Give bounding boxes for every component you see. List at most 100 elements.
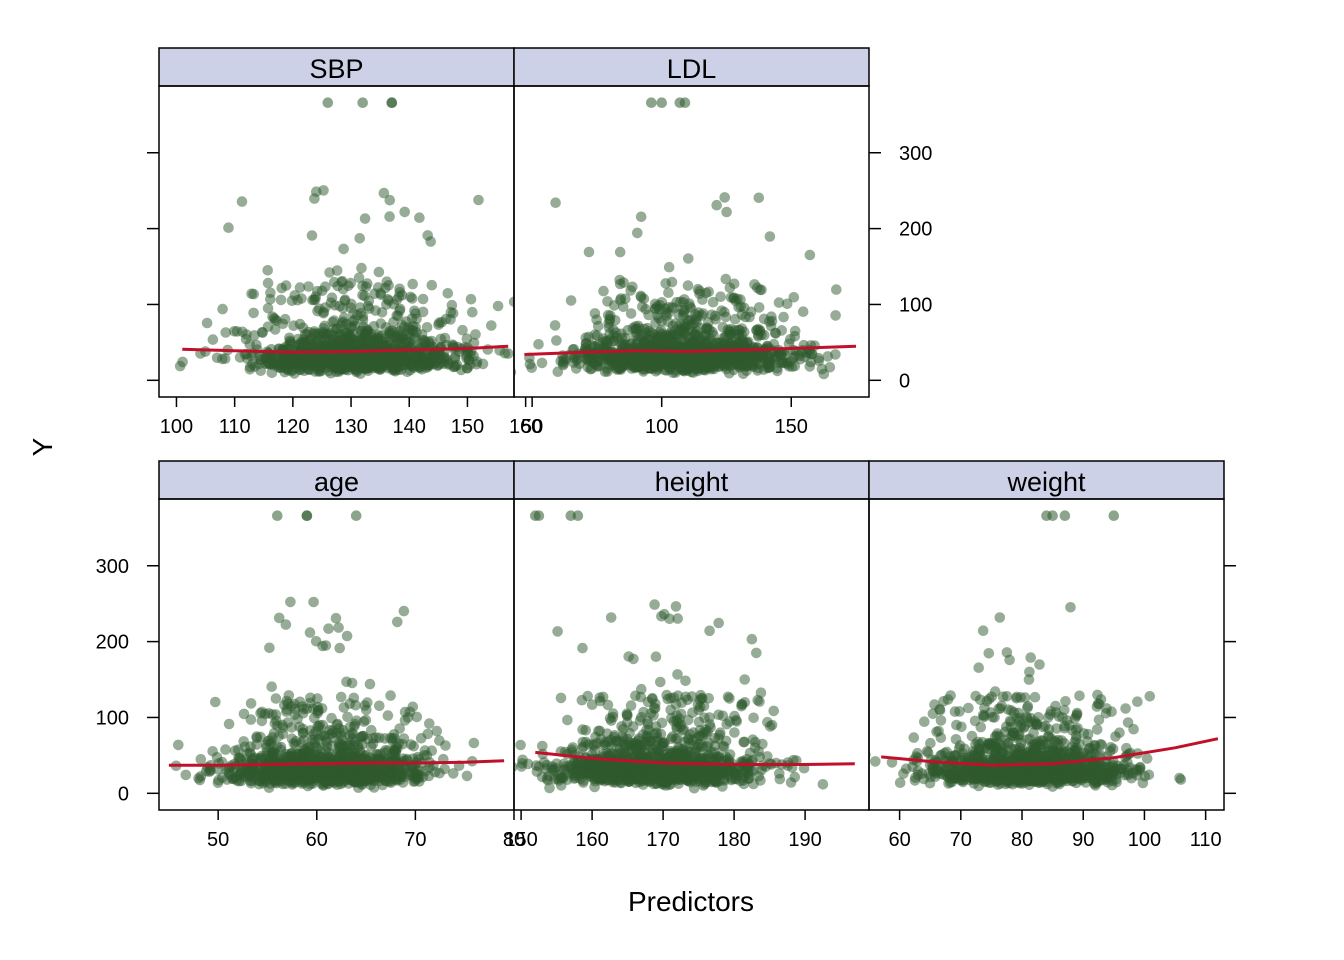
data-point <box>721 206 732 218</box>
data-point <box>426 745 438 756</box>
data-point <box>649 298 661 310</box>
data-point <box>394 329 405 341</box>
data-point <box>374 775 386 787</box>
data-point <box>631 338 642 350</box>
data-point <box>705 746 717 757</box>
data-point <box>713 617 724 629</box>
data-point <box>711 199 722 211</box>
data-point <box>387 768 399 779</box>
data-point <box>699 769 710 780</box>
data-point <box>571 363 582 374</box>
data-point <box>313 734 324 745</box>
data-point <box>313 328 324 339</box>
data-point <box>464 359 476 371</box>
data-point <box>285 338 297 350</box>
data-point <box>635 290 647 302</box>
data-point <box>401 762 412 774</box>
data-point <box>722 330 734 342</box>
data-point <box>739 674 750 685</box>
data-point <box>611 750 622 761</box>
data-point <box>655 676 666 688</box>
data-point <box>298 358 309 369</box>
panel-frame <box>513 85 870 398</box>
x-tick-label: 130 <box>334 416 367 438</box>
data-point <box>1074 690 1085 702</box>
data-point <box>223 768 235 779</box>
data-point <box>751 325 763 336</box>
data-point <box>594 692 605 703</box>
data-point <box>314 756 326 768</box>
data-point <box>764 231 776 242</box>
data-point <box>602 296 613 307</box>
data-point <box>603 774 615 786</box>
data-point <box>327 732 339 743</box>
data-point <box>426 279 438 291</box>
data-point <box>327 330 339 341</box>
data-point <box>781 298 793 310</box>
data-point <box>238 736 249 747</box>
y-tick-label: 200 <box>96 632 129 654</box>
data-point <box>386 330 397 341</box>
data-point <box>256 715 268 727</box>
data-point <box>266 681 278 692</box>
scatter-points <box>514 510 829 794</box>
data-point <box>360 714 372 726</box>
data-point <box>602 363 613 374</box>
data-point <box>778 311 789 323</box>
data-point <box>457 324 468 336</box>
data-point <box>731 716 742 727</box>
data-point <box>668 303 680 314</box>
data-point <box>568 352 580 364</box>
data-point <box>249 330 260 341</box>
data-point <box>594 770 605 782</box>
data-point <box>342 711 353 723</box>
data-point <box>382 710 394 721</box>
data-point <box>286 295 298 307</box>
data-point <box>392 616 403 628</box>
x-tick-label: 50 <box>521 416 543 438</box>
data-point <box>173 739 184 751</box>
data-point <box>551 758 562 769</box>
data-point <box>262 303 274 314</box>
data-point <box>223 718 235 730</box>
x-tick-label: 60 <box>306 829 328 851</box>
data-point <box>744 747 756 759</box>
data-point <box>333 622 344 633</box>
data-point <box>729 313 741 325</box>
data-point <box>577 724 588 735</box>
data-point <box>583 246 595 258</box>
data-point <box>399 715 411 726</box>
data-point <box>635 773 646 784</box>
data-point <box>668 692 680 703</box>
data-point <box>309 193 320 204</box>
data-point <box>345 332 357 344</box>
data-point <box>455 364 467 376</box>
data-point <box>610 327 622 339</box>
x-tick-label: 150 <box>504 829 537 851</box>
data-point <box>308 596 319 608</box>
data-point <box>675 296 686 308</box>
data-point <box>345 298 357 310</box>
data-point <box>356 779 368 791</box>
data-point <box>670 601 682 612</box>
data-point <box>406 293 418 304</box>
data-point <box>394 283 405 295</box>
data-point <box>788 292 800 303</box>
data-point <box>755 775 766 786</box>
data-point <box>652 334 664 346</box>
data-point <box>275 741 287 753</box>
data-point <box>373 266 385 278</box>
data-point <box>734 775 746 787</box>
data-point <box>694 285 705 297</box>
data-point <box>663 261 675 273</box>
data-point <box>419 335 430 346</box>
data-point <box>612 766 624 777</box>
data-point <box>398 605 410 617</box>
data-point <box>251 731 262 742</box>
data-point <box>310 291 322 302</box>
data-point <box>824 362 836 373</box>
data-point <box>614 274 625 286</box>
outlier-point <box>357 97 369 108</box>
data-point <box>246 288 257 300</box>
data-point <box>517 754 528 766</box>
